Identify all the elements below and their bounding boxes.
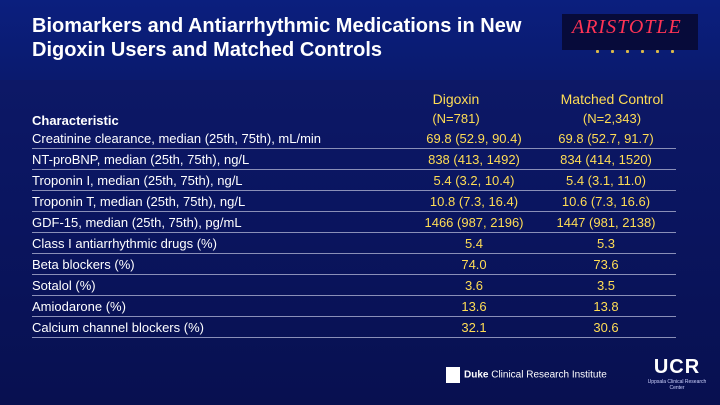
digoxin-value: 838 (413, 1492) (412, 148, 536, 170)
table-row: Troponin I, median (25th, 75th), ng/L 5.4… (32, 169, 676, 191)
row-label: Creatinine clearance, median (25th, 75th… (32, 128, 412, 149)
digoxin-value: 10.8 (7.3, 16.4) (412, 190, 536, 212)
table-row: NT-proBNP, median (25th, 75th), ng/L 838 … (32, 148, 676, 170)
characteristic-header: Characteristic (32, 113, 119, 128)
control-value: 69.8 (52.7, 91.7) (536, 128, 676, 149)
row-label: Class I antiarrhythmic drugs (%) (32, 232, 412, 254)
table-row: Calcium channel blockers (%) 32.1 30.6 (32, 316, 676, 338)
control-header-n: (N=2,343) (582, 111, 642, 126)
duke-footer: Duke Clinical Research Institute (446, 367, 607, 387)
table-row: Sotalol (%) 3.6 3.5 (32, 274, 676, 296)
row-label: NT-proBNP, median (25th, 75th), ng/L (32, 148, 412, 170)
ucr-subtext: Uppsala Clinical Research Center (647, 379, 707, 391)
digoxin-value: 5.4 (3.2, 10.4) (412, 169, 536, 191)
row-label: GDF-15, median (25th, 75th), pg/mL (32, 211, 412, 233)
digoxin-header-name: Digoxin (432, 91, 480, 107)
data-table: Creatinine clearance, median (25th, 75th… (32, 128, 676, 338)
control-value: 73.6 (536, 253, 676, 275)
digoxin-column-header: Digoxin (N=781) (386, 90, 526, 128)
logo-dots (596, 40, 686, 58)
table-row: Class I antiarrhythmic drugs (%) 5.4 5.3 (32, 232, 676, 254)
control-value: 13.8 (536, 295, 676, 317)
control-value: 1447 (981, 2138) (536, 211, 676, 233)
table-row: Troponin T, median (25th, 75th), ng/L 10.… (32, 190, 676, 212)
control-value: 3.5 (536, 274, 676, 296)
control-header-name: Matched Control (560, 91, 664, 107)
digoxin-value: 13.6 (412, 295, 536, 317)
row-label: Amiodarone (%) (32, 295, 412, 317)
digoxin-value: 74.0 (412, 253, 536, 275)
logo-text: ARISTOTLE (572, 16, 682, 38)
digoxin-value: 5.4 (412, 232, 536, 254)
aristotle-logo: ARISTOTLE (562, 14, 698, 53)
control-value: 5.4 (3.1, 11.0) (536, 169, 676, 191)
digoxin-header-n: (N=781) (432, 111, 480, 126)
row-label: Sotalol (%) (32, 274, 412, 296)
digoxin-value: 69.8 (52.9, 90.4) (412, 128, 536, 149)
duke-rest-text: Clinical Research Institute (488, 369, 607, 381)
table-row: Beta blockers (%) 74.0 73.6 (32, 253, 676, 275)
control-value: 5.3 (536, 232, 676, 254)
row-label: Calcium channel blockers (%) (32, 316, 412, 338)
row-label: Troponin T, median (25th, 75th), ng/L (32, 190, 412, 212)
duke-bold-text: Duke (464, 369, 489, 381)
digoxin-value: 32.1 (412, 316, 536, 338)
control-value: 834 (414, 1520) (536, 148, 676, 170)
digoxin-value: 1466 (987, 2196) (412, 211, 536, 233)
duke-shield-icon (446, 367, 460, 383)
control-value: 10.6 (7.3, 16.6) (536, 190, 676, 212)
control-column-header: Matched Control (N=2,343) (542, 90, 682, 128)
ucr-text: UCR (653, 356, 701, 378)
slide-title: Biomarkers and Antiarrhythmic Medication… (32, 15, 522, 61)
digoxin-value: 3.6 (412, 274, 536, 296)
ucr-logo: UCR Uppsala Clinical Research Center (644, 356, 710, 391)
row-label: Beta blockers (%) (32, 253, 412, 275)
row-label: Troponin I, median (25th, 75th), ng/L (32, 169, 412, 191)
control-value: 30.6 (536, 316, 676, 338)
table-row: GDF-15, median (25th, 75th), pg/mL 1466 (… (32, 211, 676, 233)
table-row: Creatinine clearance, median (25th, 75th… (32, 128, 676, 149)
table-row: Amiodarone (%) 13.6 13.8 (32, 295, 676, 317)
